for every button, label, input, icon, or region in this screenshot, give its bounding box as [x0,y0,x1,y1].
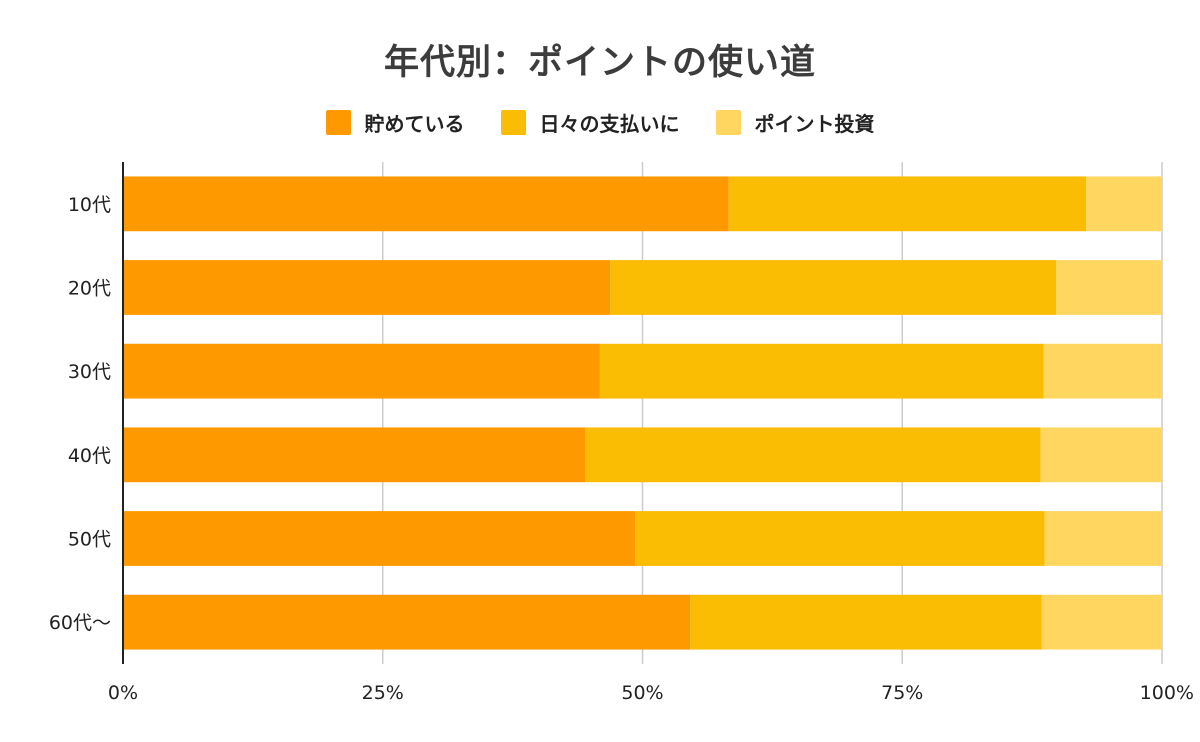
x-tick-label-4: 100% [1140,682,1194,704]
y-tick-label-4: 50代 [68,529,111,551]
bar-1-series-1 [610,260,1057,315]
bar-0-series-0 [123,176,729,232]
legend-swatch-point-investment [715,110,741,135]
bar-3-series-2 [1040,427,1162,483]
bar-group-5 [123,594,1162,650]
x-tick-label-0: 0% [108,682,138,704]
legend-swatch-saving [325,110,351,135]
bar-4-series-0 [123,511,636,566]
bar-group-2 [123,343,1162,399]
bar-0-series-2 [1086,176,1162,232]
legend-swatch-daily-payment [500,110,526,135]
y-tick-label-3: 40代 [68,445,111,467]
legend-item-point-investment[interactable]: ポイント投資 [715,108,875,137]
bar-4-series-2 [1044,511,1162,566]
bar-3-series-1 [585,427,1041,483]
legend-item-daily-payment[interactable]: 日々の支払いに [500,108,680,137]
legend-label-saving: 貯めている [364,112,465,136]
bar-1-series-0 [123,260,611,315]
bar-2-series-0 [123,343,600,399]
bar-5-series-0 [123,594,691,650]
bar-group-3 [123,427,1162,483]
x-tick-label-3: 75% [881,682,923,704]
legend-label-daily-payment: 日々の支払いに [539,112,680,136]
x-tick-label-1: 25% [362,682,404,704]
bar-5-series-1 [690,594,1042,650]
chart-title: 年代別：ポイントの使い道 [383,43,816,83]
legend-item-saving[interactable]: 貯めている [325,108,465,137]
y-tick-label-0: 10代 [68,194,111,216]
bar-group-4 [123,511,1162,566]
legend-label-point-investment: ポイント投資 [754,112,875,136]
bar-group-1 [123,260,1162,315]
bar-2-series-2 [1043,343,1162,399]
bar-2-series-1 [599,343,1044,399]
bar-1-series-2 [1056,260,1162,315]
y-tick-label-1: 20代 [68,278,111,300]
y-tick-label-2: 30代 [68,361,111,383]
bar-group-0 [123,176,1162,232]
x-tick-label-2: 50% [621,682,663,704]
bar-3-series-0 [123,427,586,483]
y-tick-label-5: 60代～ [49,612,111,634]
legend: 貯めている 日々の支払いに ポイント投資 [0,108,1200,137]
bar-4-series-1 [635,511,1045,566]
bar-0-series-1 [728,176,1087,232]
bar-5-series-2 [1041,594,1162,650]
